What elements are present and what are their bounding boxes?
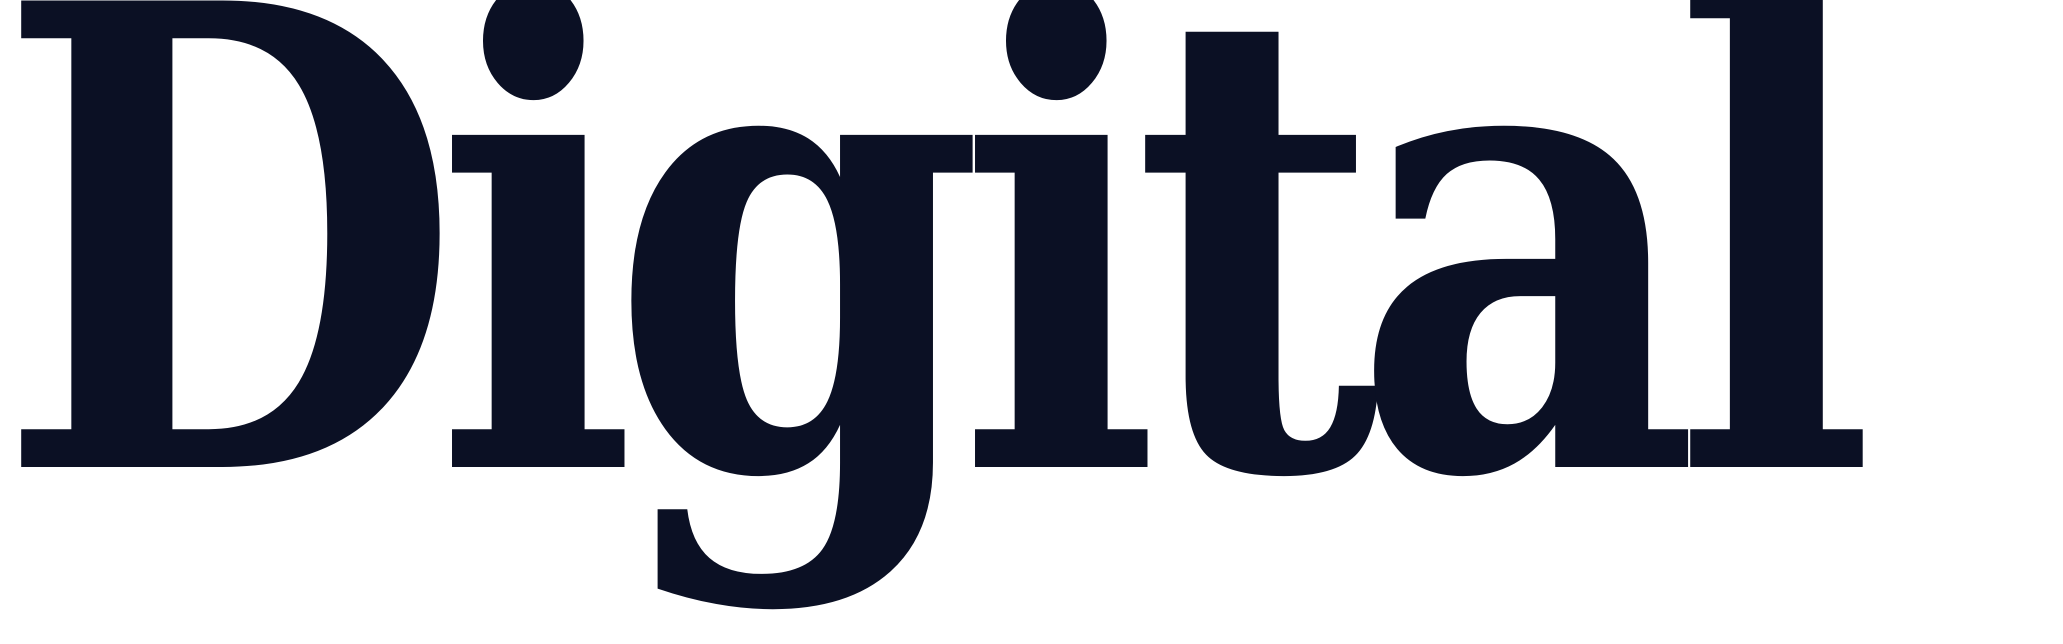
wordmark-text: Digital <box>0 0 1876 618</box>
